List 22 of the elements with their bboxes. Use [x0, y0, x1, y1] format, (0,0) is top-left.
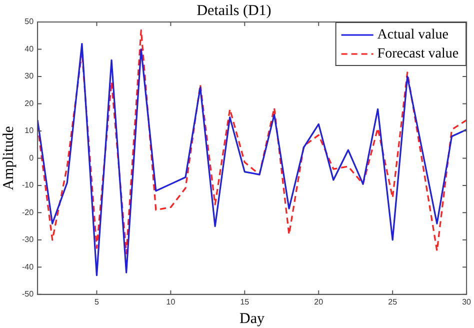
x-tick-label: 30: [462, 297, 472, 306]
y-tick-label: -40: [22, 262, 34, 272]
x-tick-label: 15: [240, 297, 250, 306]
y-tick-label: 10: [24, 126, 34, 136]
x-tick-label: 10: [166, 297, 176, 306]
y-tick-label: 20: [24, 98, 34, 108]
x-tick-label: 5: [94, 297, 100, 306]
y-tick-label: -20: [22, 208, 34, 217]
x-axis-title: Day: [240, 310, 266, 327]
y-tick-label: 0: [29, 153, 34, 162]
y-tick-label: -10: [22, 180, 34, 190]
legend-label: Actual value: [377, 28, 448, 43]
y-tick-label: 30: [24, 72, 34, 81]
y-tick-label: 50: [24, 17, 34, 26]
chart-title: Details (D1): [196, 2, 272, 19]
x-tick-label: 20: [314, 297, 324, 306]
legend-label: Forecast value: [377, 46, 459, 62]
y-tick-label: -50: [22, 290, 34, 299]
y-axis-title: Amplitude: [0, 126, 17, 190]
y-tick-label: 40: [24, 44, 34, 54]
x-tick-label: 25: [388, 297, 398, 306]
y-tick-label: -30: [22, 235, 34, 244]
